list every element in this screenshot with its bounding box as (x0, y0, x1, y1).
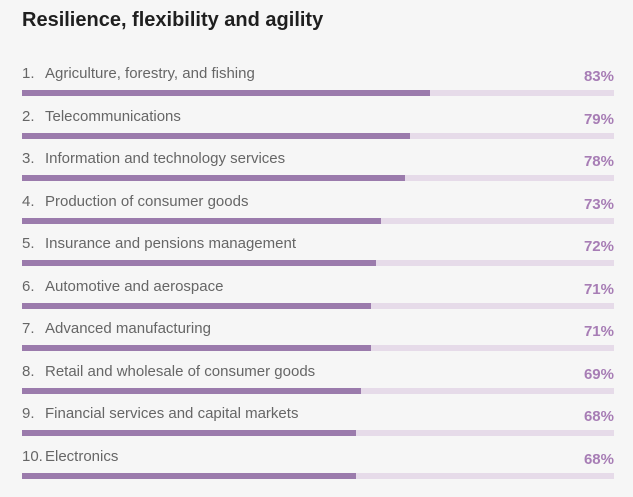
bar-row: 10. Electronics 68% (22, 448, 614, 491)
bar-row: 1. Agriculture, forestry, and fishing 83% (22, 65, 614, 108)
bar-fill (22, 132, 411, 139)
bar-list: 1. Agriculture, forestry, and fishing 83% 2… (22, 65, 614, 490)
bar-fill (22, 345, 371, 351)
category-label: 2. Telecommunications (22, 108, 181, 125)
category-label: 1. Agriculture, forestry, and fishing (22, 65, 255, 82)
bar-row: 8. Retail and wholesale of consumer goods… (22, 363, 614, 406)
rank-label: 6. (22, 277, 35, 295)
category-label: 9. Financial services and capital markets (22, 405, 298, 422)
value-label: 78% (583, 153, 614, 170)
category-name: Agriculture, forestry, and fishing (45, 65, 255, 82)
category-name: Telecommunications (45, 107, 181, 125)
bar-track (22, 472, 614, 479)
value-label: 69% (583, 365, 614, 383)
rank-label: 10. (22, 447, 43, 465)
bar-row: 9. Financial services and capital markets… (22, 405, 614, 448)
bar-row: 7. Advanced manufacturing 71% (22, 320, 614, 363)
value-label: 68% (583, 408, 614, 425)
category-name: Retail and wholesale of consumer goods (45, 362, 316, 380)
value-label: 79% (583, 110, 614, 128)
bar-row: 3. Information and technology services 78% (22, 150, 614, 193)
bar-fill (22, 175, 406, 181)
bar-fill (22, 472, 356, 479)
value-label: 73% (583, 195, 614, 213)
bar-track (22, 387, 614, 394)
category-name: Electronics (45, 447, 119, 465)
category-name: Automotive and aerospace (45, 277, 224, 295)
value-label: 83% (583, 68, 614, 85)
rank-label: 3. (22, 150, 35, 167)
category-label: 5. Insurance and pensions management (22, 235, 296, 252)
category-name: Production of consumer goods (45, 192, 249, 210)
category-name: Financial services and capital markets (45, 405, 299, 422)
rank-label: 2. (22, 107, 35, 125)
category-label: 3. Information and technology services (22, 150, 285, 167)
rank-label: 8. (22, 362, 35, 380)
rank-label: 4. (22, 192, 35, 210)
bar-track (22, 302, 614, 309)
category-label: 8. Retail and wholesale of consumer goods (22, 363, 315, 380)
category-name: Information and technology services (45, 150, 286, 167)
value-label: 72% (583, 238, 614, 255)
bar-track (22, 345, 614, 351)
bar-track (22, 175, 614, 181)
rank-label: 9. (22, 405, 35, 422)
bar-row: 6. Automotive and aerospace 71% (22, 278, 614, 321)
bar-fill (22, 430, 356, 436)
bar-row: 2. Telecommunications 79% (22, 108, 614, 151)
value-label: 71% (583, 323, 614, 340)
value-label: 68% (583, 450, 614, 468)
bar-fill (22, 260, 376, 266)
bar-track (22, 132, 614, 139)
bar-fill (22, 90, 430, 96)
rank-label: 1. (22, 65, 35, 82)
bar-row: 4. Production of consumer goods 73% (22, 193, 614, 236)
bar-track (22, 430, 614, 436)
bar-track (22, 90, 614, 96)
category-label: 4. Production of consumer goods (22, 193, 248, 210)
value-label: 71% (583, 280, 614, 298)
bar-track (22, 217, 614, 224)
bar-fill (22, 302, 371, 309)
bar-fill (22, 387, 361, 394)
chart-title: Resilience, flexibility and agility (22, 9, 324, 31)
rank-label: 7. (22, 320, 35, 337)
bar-track (22, 260, 614, 266)
bar-fill (22, 217, 381, 224)
category-label: 6. Automotive and aerospace (22, 278, 223, 295)
bar-row: 5. Insurance and pensions management 72% (22, 235, 614, 278)
category-label: 10. Electronics (22, 448, 118, 465)
category-name: Advanced manufacturing (45, 320, 211, 337)
category-name: Insurance and pensions management (45, 235, 297, 252)
category-label: 7. Advanced manufacturing (22, 320, 211, 337)
rank-label: 5. (22, 235, 35, 252)
